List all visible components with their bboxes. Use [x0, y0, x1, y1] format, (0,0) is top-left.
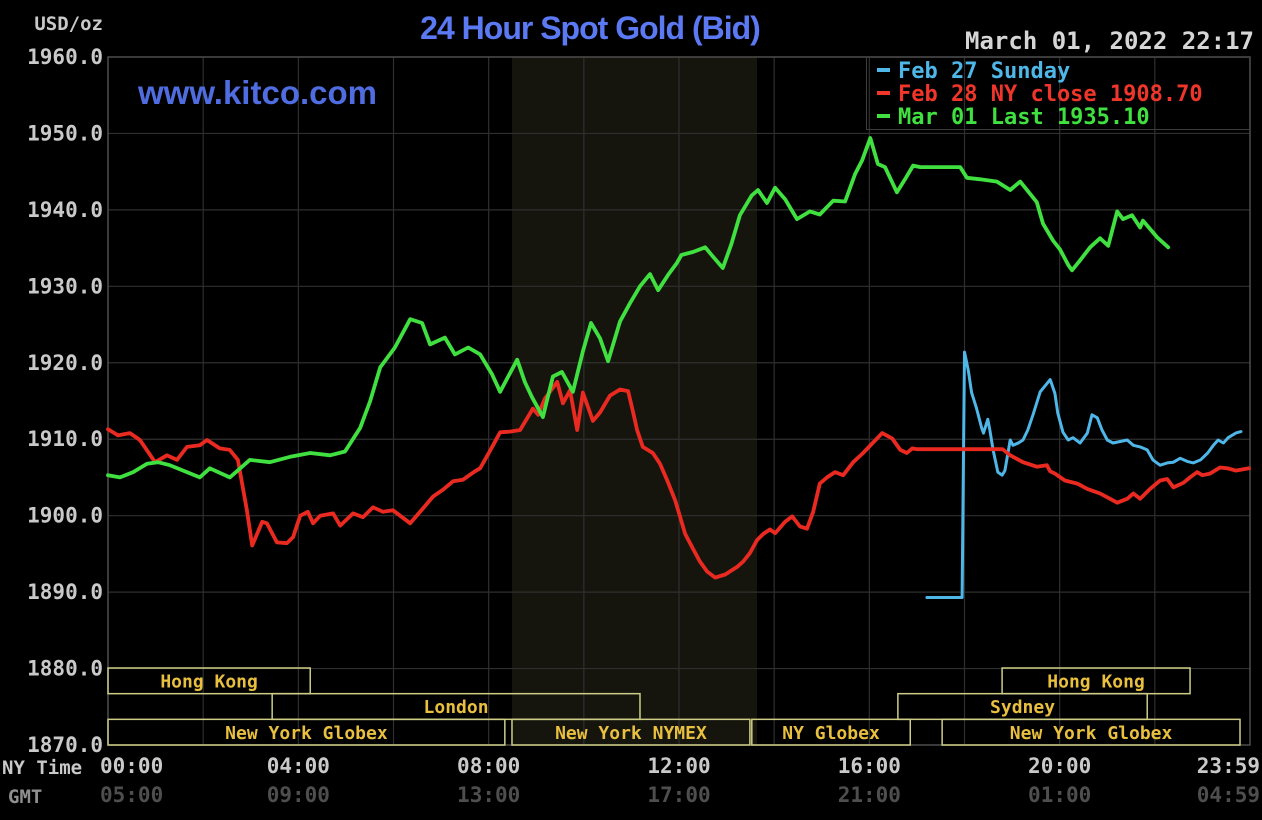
legend-item-label: Feb 27 Sunday — [898, 59, 1071, 84]
svg-text:05:00: 05:00 — [100, 783, 163, 807]
svg-text:Hong Kong: Hong Kong — [1047, 672, 1145, 693]
svg-text:23:59: 23:59 — [1197, 754, 1260, 778]
svg-text:08:00: 08:00 — [457, 754, 520, 778]
svg-text:1940.0: 1940.0 — [27, 198, 103, 222]
svg-text:Hong Kong: Hong Kong — [160, 672, 258, 693]
svg-text:17:00: 17:00 — [647, 783, 710, 807]
svg-text:09:00: 09:00 — [267, 783, 330, 807]
svg-text:New York Globex: New York Globex — [225, 723, 388, 744]
y-axis-units-label: USD/oz — [34, 13, 103, 35]
svg-text:04:00: 04:00 — [267, 754, 330, 778]
svg-text:New York Globex: New York Globex — [1010, 723, 1173, 744]
legend-item-feb27: Feb 27 Sunday — [877, 60, 1249, 83]
svg-text:04:59: 04:59 — [1197, 783, 1260, 807]
svg-text:00:00: 00:00 — [100, 754, 163, 778]
svg-text:20:00: 20:00 — [1028, 754, 1091, 778]
x-axis-row-label-gmt: GMT — [8, 786, 43, 808]
svg-text:1920.0: 1920.0 — [27, 351, 103, 375]
chart-timestamp: March 01, 2022 22:17 — [965, 27, 1254, 55]
svg-text:1890.0: 1890.0 — [27, 580, 103, 604]
svg-text:NY Globex: NY Globex — [782, 723, 880, 744]
svg-text:1900.0: 1900.0 — [27, 504, 103, 528]
legend-dash-icon — [877, 114, 890, 118]
x-axis-row-label-nytime: NY Time — [2, 757, 83, 779]
svg-text:16:00: 16:00 — [838, 754, 901, 778]
svg-text:1880.0: 1880.0 — [27, 657, 103, 681]
svg-text:1870.0: 1870.0 — [27, 733, 103, 757]
legend-dash-icon — [877, 68, 890, 72]
svg-text:13:00: 13:00 — [457, 783, 520, 807]
svg-text:New York NYMEX: New York NYMEX — [555, 723, 707, 744]
chart-legend: Feb 27 Sunday Feb 28 NY close 1908.70 Ma… — [866, 57, 1250, 130]
svg-text:London: London — [424, 697, 489, 718]
legend-item-label: Mar 01 Last 1935.10 — [898, 105, 1150, 130]
svg-text:1950.0: 1950.0 — [27, 121, 103, 145]
svg-text:1930.0: 1930.0 — [27, 274, 103, 298]
chart-title: 24 Hour Spot Gold (Bid) — [420, 10, 761, 46]
svg-text:01:00: 01:00 — [1028, 783, 1091, 807]
svg-text:12:00: 12:00 — [647, 754, 710, 778]
svg-text:1910.0: 1910.0 — [27, 427, 103, 451]
legend-item-feb28: Feb 28 NY close 1908.70 — [877, 83, 1249, 106]
legend-dash-icon — [877, 91, 890, 95]
legend-item-mar01: Mar 01 Last 1935.10 — [877, 106, 1249, 129]
legend-item-label: Feb 28 NY close 1908.70 — [898, 82, 1203, 107]
svg-text:Sydney: Sydney — [990, 697, 1055, 718]
kitco-watermark-link[interactable]: www.kitco.com — [138, 74, 377, 111]
svg-text:1960.0: 1960.0 — [27, 45, 103, 69]
svg-text:21:00: 21:00 — [838, 783, 901, 807]
